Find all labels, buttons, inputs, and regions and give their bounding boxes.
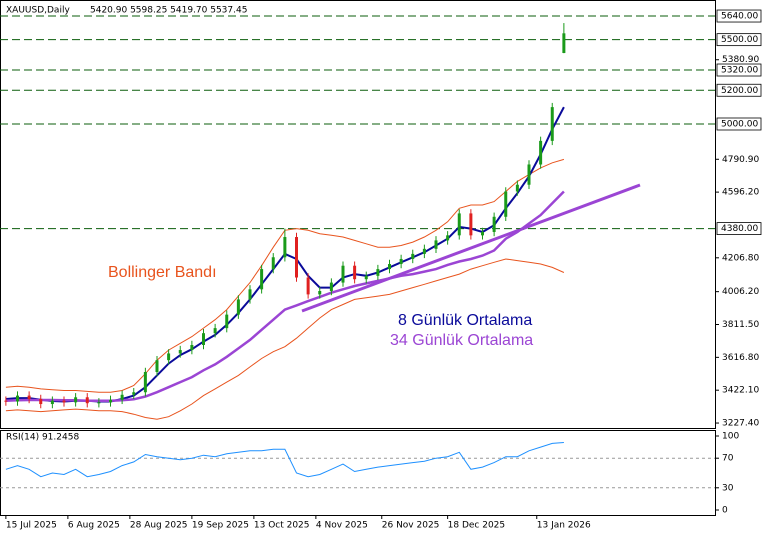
x-tick-label: 19 Sep 2025: [192, 521, 249, 531]
x-tick-label: 28 Aug 2025: [130, 521, 188, 531]
candle-body: [213, 328, 217, 334]
rsi-line: [5, 442, 564, 478]
candle-body: [202, 333, 205, 345]
y-tick-label: 3811.50: [722, 320, 759, 330]
y-tick-label: 5380.90: [722, 55, 759, 65]
candle-body: [271, 257, 275, 270]
candle-body: [341, 265, 345, 283]
level-label: 4380.00: [721, 224, 758, 234]
candle-body: [399, 258, 403, 265]
candle-body: [539, 140, 543, 165]
chart-title: XAUUSD,Daily: [6, 6, 70, 16]
series-label: Bollinger Bandı: [108, 264, 217, 281]
y-tick-label: 0: [722, 506, 728, 516]
y-tick-label: 3616.80: [722, 353, 759, 363]
main-frame: [0, 0, 716, 429]
level-label: 5640.00: [721, 12, 758, 22]
candle-body: [446, 235, 450, 241]
candle-body: [155, 360, 159, 372]
candle-body: [39, 398, 43, 405]
candle-body: [27, 395, 31, 399]
candle-body: [457, 213, 461, 236]
candle-body: [190, 344, 194, 351]
candle-body: [225, 314, 229, 329]
level-label: 5500.00: [721, 35, 758, 45]
candle-body: [50, 400, 54, 405]
level-box: [716, 33, 762, 47]
indicator-line: [5, 190, 565, 402]
x-tick-label: 6 Aug 2025: [68, 521, 120, 531]
candle-body: [236, 299, 240, 315]
y-tick-label: 4006.20: [722, 287, 759, 297]
candle-body: [329, 282, 333, 292]
candle-body: [434, 240, 438, 249]
candle-body: [469, 213, 473, 236]
candle-body: [248, 289, 252, 300]
candle-body: [178, 350, 182, 354]
indicator-line: [5, 158, 565, 393]
candle-body: [550, 107, 554, 141]
y-tick-label: 70: [722, 454, 734, 464]
x-tick-label: 13 Jan 2026: [537, 521, 591, 531]
candle-body: [4, 400, 8, 402]
candle-body: [120, 394, 124, 400]
candle-body: [295, 237, 298, 278]
candle-body: [143, 371, 147, 393]
candle-body: [306, 277, 310, 295]
indicator-line: [5, 258, 565, 420]
candle-body: [132, 392, 136, 395]
candle-body: [411, 253, 415, 259]
trend-line: [301, 183, 641, 313]
chart-subtitle: 5420.90 5598.25 5419.70 5537.45: [90, 6, 247, 16]
candle-body: [260, 269, 264, 290]
candle-body: [422, 248, 426, 254]
y-tick-label: 100: [722, 432, 739, 442]
candle-body: [85, 397, 89, 404]
level-box: [716, 83, 762, 97]
candle-body: [97, 402, 101, 404]
x-tick-label: 18 Dec 2025: [448, 521, 506, 531]
x-tick-label: 4 Nov 2025: [316, 521, 368, 531]
rsi-title: RSI(14) 91.2458: [6, 433, 79, 443]
rsi-frame: [0, 430, 716, 516]
x-tick-label: 26 Nov 2025: [382, 521, 440, 531]
x-tick-label: 15 Jul 2025: [6, 521, 57, 531]
candle-body: [353, 265, 357, 280]
y-tick-label: 3227.40: [722, 419, 759, 429]
candle-body: [16, 395, 19, 402]
candle-body: [62, 400, 66, 403]
level-box: [716, 9, 762, 23]
candle-body: [318, 291, 322, 295]
level-box: [716, 117, 762, 131]
level-label: 5320.00: [721, 66, 758, 76]
x-tick-label: 13 Oct 2025: [254, 521, 310, 531]
level-box: [716, 222, 762, 235]
level-box: [716, 63, 762, 77]
candle-body: [481, 231, 484, 236]
candle-body: [515, 184, 519, 192]
candle-body: [74, 397, 78, 403]
level-label: 5200.00: [721, 86, 758, 96]
candle-body: [388, 264, 391, 270]
candle-body: [492, 216, 496, 232]
candle-body: [364, 275, 368, 280]
candle-body: [283, 237, 287, 258]
series-label: 8 Günlük Ortalama: [398, 312, 532, 329]
y-tick-label: 4206.80: [722, 253, 759, 263]
candle-body: [562, 33, 566, 53]
candle-body: [504, 191, 508, 217]
candle-body: [376, 269, 380, 276]
y-tick-label: 4790.90: [722, 155, 759, 165]
series-label: 34 Günlük Ortalama: [390, 332, 533, 349]
candle-body: [167, 353, 171, 361]
candle-body: [527, 164, 531, 185]
y-tick-label: 30: [722, 483, 734, 493]
level-label: 5000.00: [721, 119, 758, 129]
candle-body: [109, 399, 112, 403]
y-tick-label: 4596.20: [722, 188, 759, 198]
y-tick-label: 3422.10: [722, 386, 759, 396]
